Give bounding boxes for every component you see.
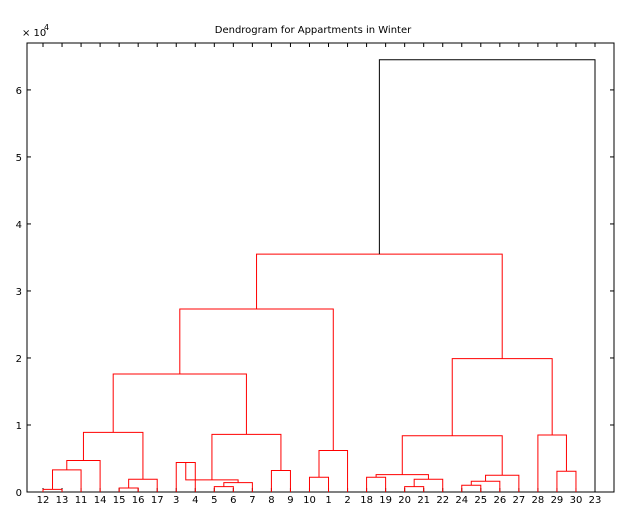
leaf-label: 11 xyxy=(75,495,88,506)
leaf-label: 19 xyxy=(379,495,392,506)
leaf-label: 7 xyxy=(249,495,255,506)
y-tick-label: 3 xyxy=(16,287,22,298)
y-tick-label: 5 xyxy=(16,153,22,164)
y-tick-label: 6 xyxy=(16,86,22,97)
y-scale-exponent: 4 xyxy=(44,23,49,32)
y-scale-factor: × 10 4 xyxy=(22,23,49,39)
y-tick-label: 0 xyxy=(16,488,22,499)
leaf-label: 13 xyxy=(56,495,69,506)
y-tick-label: 2 xyxy=(16,354,22,365)
leaf-label: 17 xyxy=(151,495,164,506)
leaf-label: 15 xyxy=(113,495,126,506)
leaf-label: 23 xyxy=(589,495,602,506)
leaf-label: 24 xyxy=(455,495,468,506)
leaf-label: 10 xyxy=(303,495,316,506)
leaf-label: 25 xyxy=(474,495,487,506)
leaf-label: 14 xyxy=(94,495,107,506)
leaf-label: 28 xyxy=(532,495,545,506)
leaf-label: 5 xyxy=(211,495,217,506)
leaf-label: 12 xyxy=(37,495,50,506)
leaf-label: 9 xyxy=(287,495,293,506)
y-scale-base: × 10 xyxy=(22,28,46,39)
leaf-label: 21 xyxy=(417,495,430,506)
leaf-label: 29 xyxy=(551,495,564,506)
leaf-label: 2 xyxy=(344,495,350,506)
chart-title: Dendrogram for Appartments in Winter xyxy=(215,25,412,36)
leaf-label: 8 xyxy=(268,495,274,506)
leaf-label: 1 xyxy=(325,495,331,506)
leaf-label: 4 xyxy=(192,495,198,506)
leaf-label: 22 xyxy=(436,495,449,506)
leaf-label: 6 xyxy=(230,495,236,506)
leaf-label: 16 xyxy=(132,495,145,506)
leaf-label: 27 xyxy=(512,495,525,506)
y-tick-label: 4 xyxy=(16,220,22,231)
leaf-label: 20 xyxy=(398,495,411,506)
plot-frame xyxy=(27,43,614,492)
leaf-label: 30 xyxy=(570,495,583,506)
leaf-label: 18 xyxy=(360,495,373,506)
leaf-label: 3 xyxy=(173,495,179,506)
leaf-label: 26 xyxy=(493,495,506,506)
y-tick-label: 1 xyxy=(16,421,22,432)
